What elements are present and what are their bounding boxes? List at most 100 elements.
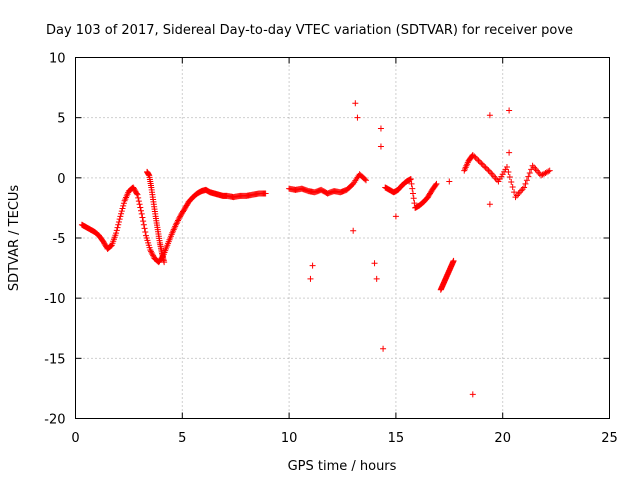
y-tick-labels: -20 -15 -10 -5 0 5 10 (44, 52, 65, 428)
data-point (446, 178, 453, 185)
data-point (138, 207, 145, 214)
data-point (474, 156, 481, 163)
data-point (472, 154, 479, 161)
data-point (120, 200, 127, 207)
y-tick-label: -20 (44, 413, 65, 428)
data-point (262, 190, 269, 197)
data-point (107, 243, 114, 250)
data-point (149, 251, 156, 258)
data-point (481, 163, 488, 170)
data-point (545, 168, 552, 175)
data-point (511, 189, 518, 196)
plot-frame (75, 57, 610, 419)
data-point (352, 100, 359, 107)
data-point (140, 221, 147, 228)
data-point (471, 153, 478, 160)
data-point (486, 112, 493, 119)
y-tick-label: -5 (53, 232, 66, 247)
data-point (486, 201, 493, 208)
data-point (484, 166, 491, 173)
data-point (150, 252, 157, 259)
x-tick-label: 15 (388, 431, 405, 446)
data-point (525, 173, 532, 180)
data-point (377, 125, 384, 132)
x-tick-label: 20 (494, 431, 511, 446)
x-tick-label: 10 (281, 431, 298, 446)
y-tick-label: 0 (57, 172, 65, 187)
data-point (371, 260, 378, 267)
data-point (139, 214, 146, 221)
data-point (161, 259, 168, 266)
data-point (485, 167, 492, 174)
data-point (410, 195, 417, 202)
data-point (118, 208, 125, 215)
data-point (526, 170, 533, 177)
data-point (141, 225, 148, 232)
data-point (108, 242, 115, 249)
data-point (119, 205, 126, 212)
data-point (373, 275, 380, 282)
data-point (506, 107, 513, 114)
x-tick-label: 0 (71, 431, 79, 446)
y-tick-label: -15 (44, 352, 65, 367)
data-point (175, 217, 182, 224)
data-point (409, 190, 416, 197)
x-tick-label: 25 (601, 431, 618, 446)
data-point (521, 184, 528, 191)
data-point (509, 184, 516, 191)
data-point (309, 262, 316, 269)
data-point (506, 149, 513, 156)
data-point (138, 210, 145, 217)
data-point (116, 216, 123, 223)
data-point (479, 161, 486, 168)
data-point (135, 194, 142, 201)
data-point (362, 177, 369, 184)
data-point (148, 249, 155, 256)
data-point (136, 201, 143, 208)
y-tick-label: 10 (49, 52, 66, 67)
data-point (503, 164, 510, 171)
data-point (408, 180, 415, 187)
data-point (176, 214, 183, 221)
data-point (140, 218, 147, 225)
data-point (409, 185, 416, 192)
grid-lines (75, 57, 610, 419)
data-point (113, 227, 120, 234)
data-point (113, 230, 120, 237)
y-axis-label: SDTVAR / TECUs (7, 185, 22, 292)
data-point (117, 213, 124, 220)
data-point (354, 114, 361, 121)
data-point (380, 345, 387, 352)
data-point (505, 169, 512, 176)
data-point (175, 216, 182, 223)
y-tick-label: 5 (57, 112, 65, 127)
data-point (407, 176, 414, 183)
data-point (174, 218, 181, 225)
data-point (114, 224, 121, 231)
data-point (522, 180, 529, 187)
data-point (142, 228, 149, 235)
data-point (361, 176, 368, 183)
data-point (476, 158, 483, 165)
data-point (173, 220, 180, 227)
data-point (469, 151, 476, 158)
data-point (350, 227, 357, 234)
data-point (469, 391, 476, 398)
data-point (133, 190, 140, 197)
data-point (432, 181, 439, 188)
data-point (482, 164, 489, 171)
data-point (433, 180, 440, 187)
x-tick-labels: 0 5 10 15 20 25 (71, 431, 617, 446)
data-point (508, 179, 515, 186)
data-point (137, 204, 144, 211)
data-point (377, 143, 384, 150)
data-point (392, 213, 399, 220)
data-point (411, 200, 418, 207)
data-point (523, 177, 530, 184)
data-point (506, 174, 513, 181)
data-point (118, 210, 125, 217)
data-point (450, 257, 457, 264)
data-point (475, 157, 482, 164)
data-point (307, 275, 314, 282)
